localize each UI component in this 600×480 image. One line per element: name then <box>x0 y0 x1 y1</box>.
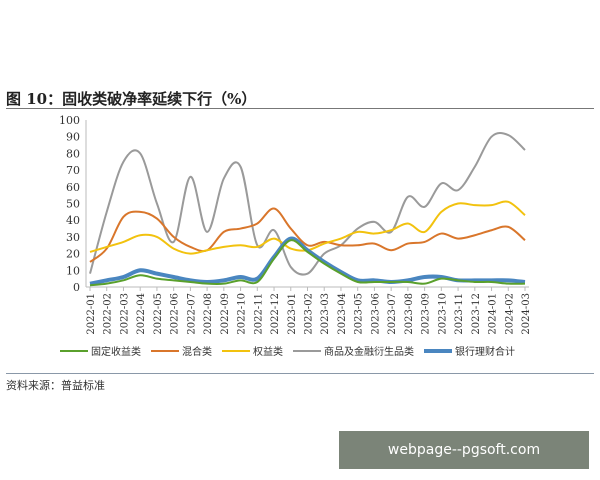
x-tick-label: 2022-03 <box>119 293 130 335</box>
legend-item: 固定收益类 <box>60 343 141 358</box>
legend-swatch <box>293 349 321 352</box>
x-tick-label: 2023-01 <box>287 293 298 335</box>
title-divider <box>6 108 594 109</box>
series-line <box>89 207 526 263</box>
x-tick-label: 2023-05 <box>354 293 365 335</box>
legend-swatch <box>60 349 88 352</box>
x-tick-label: 2022-10 <box>237 293 248 335</box>
source-note: 资料来源：普益标准 <box>6 379 105 392</box>
legend-label: 固定收益类 <box>91 347 141 358</box>
x-tick-label: 2022-04 <box>136 293 147 335</box>
legend: 固定收益类 混合类 权益类 商品及金融衍生品类 银行理财合计 <box>60 343 515 358</box>
y-tick-label: 20 <box>66 248 80 261</box>
y-tick-label: 80 <box>66 147 80 160</box>
y-tick-label: 0 <box>73 281 80 294</box>
legend-label: 权益类 <box>253 347 283 358</box>
y-tick-label: 50 <box>66 198 80 211</box>
legend-label: 混合类 <box>182 347 212 358</box>
series-line <box>89 132 526 276</box>
legend-swatch <box>222 349 250 352</box>
x-tick-label: 2023-10 <box>437 293 448 335</box>
legend-item: 商品及金融衍生品类 <box>293 343 414 358</box>
x-tick-label: 2022-05 <box>153 293 164 335</box>
y-tick-label: 30 <box>66 231 80 244</box>
x-tick-label: 2022-06 <box>170 293 181 335</box>
x-tick-label: 2022-12 <box>270 293 281 335</box>
legend-label: 银行理财合计 <box>455 347 515 358</box>
series-line <box>89 239 526 287</box>
legend-label: 商品及金融衍生品类 <box>324 347 414 358</box>
x-tick-label: 2022-09 <box>220 293 231 335</box>
x-tick-label: 2024-01 <box>488 293 499 335</box>
x-tick-label: 2022-08 <box>203 293 214 335</box>
y-tick-label: 40 <box>66 214 80 227</box>
x-tick-label: 2023-11 <box>454 293 465 335</box>
x-tick-label: 2023-04 <box>337 293 348 335</box>
x-tick-label: 2023-08 <box>404 293 415 335</box>
line-chart: 0 10 20 30 40 50 60 70 80 90 100 2022-01 2022-02 2022… <box>59 114 532 335</box>
x-tick-label: 2022-07 <box>186 293 197 335</box>
chart-title: 图 10：固收类破净率延续下行（%） <box>6 90 257 108</box>
y-tick-label: 100 <box>59 114 80 127</box>
x-tick-label: 2023-02 <box>304 293 315 335</box>
y-tick-label: 10 <box>66 264 80 277</box>
y-tick-label: 90 <box>66 131 80 144</box>
legend-swatch <box>424 348 452 353</box>
legend-swatch <box>151 349 179 352</box>
x-tick-label: 2023-12 <box>471 293 482 335</box>
x-tick-label: 2022-11 <box>253 293 264 335</box>
x-tick-label: 2023-03 <box>320 293 331 335</box>
legend-item: 银行理财合计 <box>424 343 515 358</box>
x-tick-label: 2023-07 <box>387 293 398 335</box>
watermark: webpage--pgsoft.com <box>339 431 589 469</box>
x-tick-label: 2023-06 <box>370 293 381 335</box>
legend-item: 权益类 <box>222 343 283 358</box>
x-tick-label: 2024-02 <box>504 293 515 335</box>
x-tick-label: 2022-01 <box>86 293 97 335</box>
y-tick-label: 60 <box>66 181 80 194</box>
x-tick-label: 2023-09 <box>421 293 432 335</box>
x-tick-label: 2024-03 <box>521 293 532 335</box>
source-divider <box>6 373 594 374</box>
x-tick-label: 2022-02 <box>103 293 114 335</box>
legend-item: 混合类 <box>151 343 212 358</box>
y-tick-label: 70 <box>66 164 80 177</box>
